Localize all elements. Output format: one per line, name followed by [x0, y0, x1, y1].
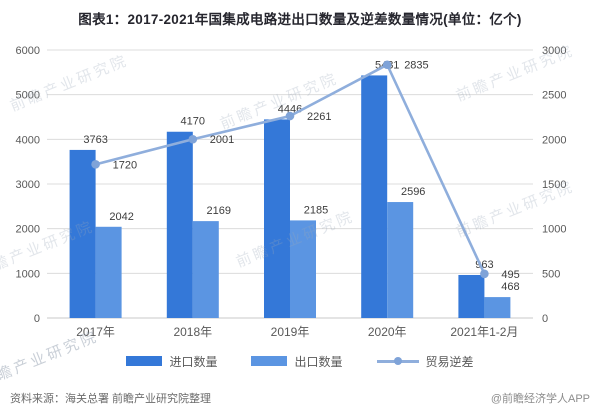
export-value-label: 2185 — [304, 204, 328, 216]
y-axis-right-tick-label: 0 — [542, 313, 548, 325]
y-axis-left-tick-label: 1000 — [16, 268, 40, 280]
import-bar — [166, 131, 193, 318]
x-axis-category-label: 2017年 — [76, 325, 115, 339]
y-axis-left-tick-label: 6000 — [16, 45, 40, 57]
legend-label-export: 出口数量 — [294, 354, 343, 369]
legend-label-import: 进口数量 — [169, 354, 218, 369]
y-axis-left-tick-label: 2000 — [16, 224, 40, 236]
export-bar — [95, 226, 122, 318]
deficit-value-label: 495 — [501, 269, 519, 281]
export-value-label: 2596 — [401, 186, 425, 198]
import-swatch-icon — [126, 356, 163, 366]
y-axis-right-tick-label: 500 — [542, 268, 560, 280]
deficit-value-label: 2001 — [210, 134, 234, 146]
import-bar — [69, 149, 96, 318]
deficit-marker — [91, 160, 100, 169]
export-bar — [387, 202, 414, 318]
y-axis-right-tick-label: 3000 — [542, 45, 566, 57]
chart-canvas: 0 1000 2000 3000 4000 5000 6000 0 500 1000 1500 200… — [16, 45, 567, 339]
export-bar — [484, 297, 511, 318]
deficit-marker — [285, 111, 295, 121]
deficit-marker-glyph — [393, 357, 402, 365]
x-axis-category-label: 2019年 — [271, 325, 310, 339]
export-bar — [192, 221, 219, 318]
y-axis-right-tick-label: 2000 — [542, 134, 566, 146]
deficit-value-label: 2261 — [307, 111, 331, 123]
y-axis-right-tick-label: 1500 — [542, 179, 566, 191]
legend-label-deficit: 贸易逆差 — [425, 354, 474, 369]
y-axis-right-tick-label: 2500 — [542, 90, 566, 102]
import-value-label: 3763 — [83, 134, 107, 146]
x-axis-category-label: 2021年1-2月 — [450, 325, 518, 339]
deficit-marker — [480, 269, 489, 279]
source-row: 资料来源：海关总署 前瞻产业研究院整理 @前瞻经济学人APP — [0, 388, 600, 408]
export-bar — [290, 220, 316, 318]
import-bar — [361, 75, 388, 318]
y-axis-right-tick-label: 1000 — [542, 224, 566, 236]
import-value-label: 4170 — [181, 116, 205, 128]
deficit-line-swatch-icon — [376, 356, 419, 366]
deficit-marker — [188, 134, 198, 144]
x-axis-category-label: 2020年 — [368, 325, 407, 339]
legend-item-export: 出口数量 — [251, 353, 343, 370]
deficit-value-label: 1720 — [113, 159, 137, 171]
import-bar — [264, 119, 290, 318]
chart-legend: 进口数量 出口数量 贸易逆差 — [0, 351, 600, 371]
data-source-text: 资料来源：海关总署 前瞻产业研究院整理 — [10, 393, 212, 405]
publisher-text: @前瞻经济学人APP — [490, 393, 590, 405]
export-value-label: 2042 — [109, 211, 133, 223]
export-value-label: 468 — [501, 281, 519, 293]
chart-title: 图表1：2017-2021年国集成电路进出口数量及逆差数量情况(单位：亿个) — [78, 12, 522, 27]
legend-item-import: 进口数量 — [126, 353, 217, 370]
export-value-label: 2169 — [207, 205, 231, 217]
export-swatch-icon — [251, 356, 288, 366]
y-axis-left-tick-label: 0 — [34, 313, 40, 325]
legend-item-deficit: 贸易逆差 — [376, 353, 474, 370]
y-axis-left-tick-label: 5000 — [16, 90, 40, 102]
deficit-value-label: 2835 — [404, 60, 428, 72]
y-axis-left-tick-label: 4000 — [16, 134, 40, 146]
deficit-marker — [382, 60, 392, 70]
import-bar — [458, 274, 485, 318]
y-axis-left-tick-label: 3000 — [16, 179, 40, 191]
x-axis-category-label: 2018年 — [173, 325, 212, 339]
